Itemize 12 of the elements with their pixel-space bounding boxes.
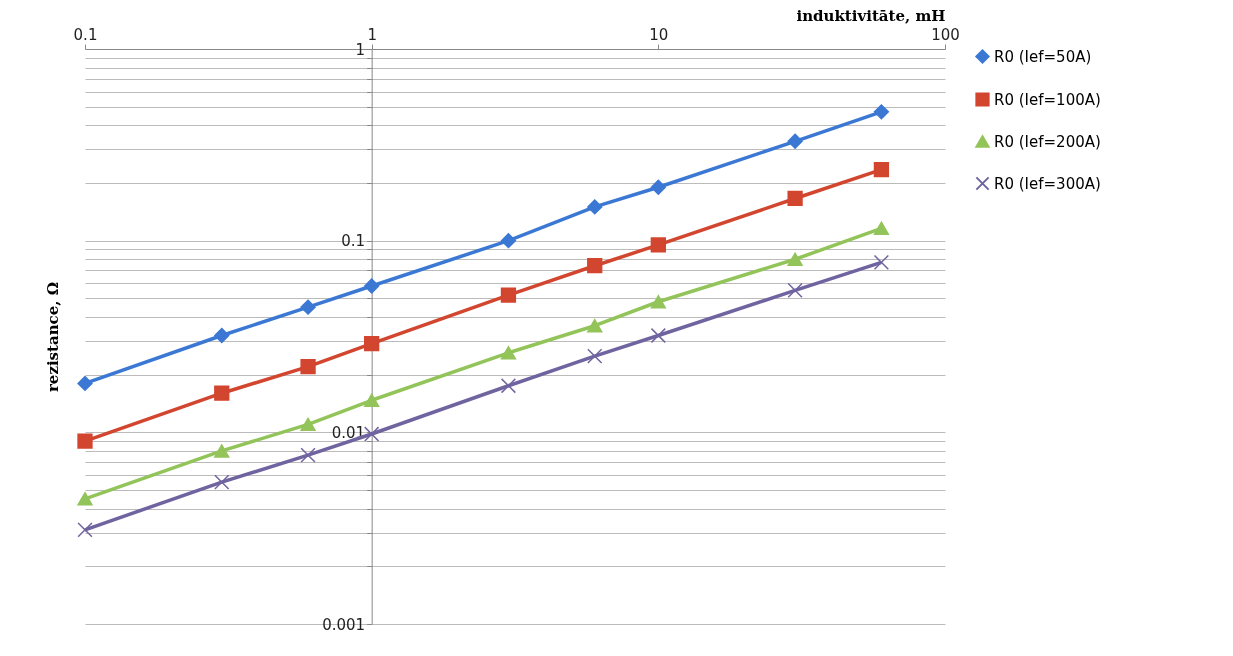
legend-label: R0 (Ief=200A) xyxy=(994,132,1101,151)
y-tick-label: 1 xyxy=(355,40,366,59)
legend-label: R0 (Ief=300A) xyxy=(994,174,1101,193)
y-tick-label: 0.001 xyxy=(322,615,366,634)
legend-label: R0 (Ief=50A) xyxy=(994,47,1092,66)
legend-label: R0 (Ief=100A) xyxy=(994,90,1101,109)
y-tick-label: 0.1 xyxy=(341,232,366,251)
x-tick-label: 0.1 xyxy=(73,25,98,44)
y-axis-title: rezistance, Ω xyxy=(43,281,62,393)
x-tick-label: 100 xyxy=(931,25,960,44)
x-axis-title: induktivitāte, mH xyxy=(796,6,946,25)
x-tick-label: 10 xyxy=(649,25,669,44)
